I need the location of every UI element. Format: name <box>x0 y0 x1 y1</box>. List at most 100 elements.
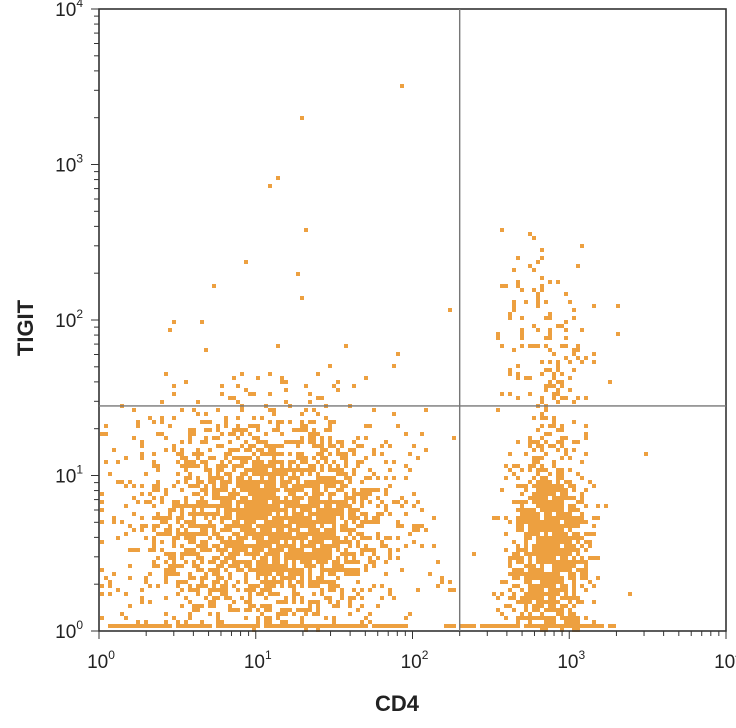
event-point <box>212 604 216 608</box>
event-point <box>312 428 316 432</box>
event-point <box>180 456 184 460</box>
event-point <box>532 608 536 612</box>
event-point <box>164 572 168 576</box>
event-point <box>552 620 556 624</box>
event-point <box>304 456 308 460</box>
event-point <box>264 444 268 448</box>
event-point <box>584 572 588 576</box>
event-point <box>148 600 152 604</box>
event-point <box>264 524 268 528</box>
event-point <box>156 584 160 588</box>
event-point <box>556 440 560 444</box>
event-point <box>264 568 268 572</box>
event-point <box>572 420 576 424</box>
event-point <box>100 520 104 524</box>
event-point <box>312 488 316 492</box>
event-point <box>284 624 288 628</box>
event-point <box>520 548 524 552</box>
event-point <box>352 552 356 556</box>
event-point <box>368 560 372 564</box>
event-point <box>328 552 332 556</box>
event-point <box>324 616 328 620</box>
event-point <box>244 516 248 520</box>
event-point <box>228 460 232 464</box>
event-point <box>200 548 204 552</box>
event-point <box>268 488 272 492</box>
event-point <box>252 452 256 456</box>
event-point <box>316 412 320 416</box>
event-point <box>556 576 560 580</box>
event-point <box>276 572 280 576</box>
event-point <box>276 524 280 528</box>
event-point <box>292 612 296 616</box>
event-point <box>544 528 548 532</box>
event-point <box>612 624 616 628</box>
event-point <box>260 580 264 584</box>
event-point <box>152 460 156 464</box>
event-point <box>572 612 576 616</box>
event-point <box>176 500 180 504</box>
event-point <box>548 536 552 540</box>
event-point <box>360 548 364 552</box>
event-point <box>196 504 200 508</box>
event-point <box>544 516 548 520</box>
event-point <box>284 564 288 568</box>
event-point <box>548 512 552 516</box>
event-point <box>264 604 268 608</box>
event-point <box>272 468 276 472</box>
event-point <box>592 352 596 356</box>
event-point <box>536 572 540 576</box>
event-point <box>252 624 256 628</box>
event-point <box>512 304 516 308</box>
event-point <box>524 500 528 504</box>
event-point <box>548 524 552 528</box>
event-point <box>192 624 196 628</box>
event-point <box>248 528 252 532</box>
event-point <box>344 556 348 560</box>
event-point <box>252 500 256 504</box>
event-point <box>212 504 216 508</box>
event-point <box>308 472 312 476</box>
event-point <box>540 468 544 472</box>
event-point <box>356 460 360 464</box>
event-point <box>280 508 284 512</box>
event-point <box>248 524 252 528</box>
event-point <box>552 352 556 356</box>
event-point <box>224 568 228 572</box>
event-point <box>208 420 212 424</box>
event-point <box>544 520 548 524</box>
event-point <box>584 488 588 492</box>
event-point <box>528 440 532 444</box>
event-point <box>292 556 296 560</box>
event-point <box>540 276 544 280</box>
event-point <box>544 524 548 528</box>
event-point <box>300 456 304 460</box>
event-point <box>272 592 276 596</box>
event-point <box>324 480 328 484</box>
event-point <box>300 508 304 512</box>
event-point <box>332 604 336 608</box>
event-point <box>296 440 300 444</box>
event-point <box>168 524 172 528</box>
event-point <box>180 580 184 584</box>
event-point <box>220 520 224 524</box>
event-point <box>528 464 532 468</box>
event-point <box>564 488 568 492</box>
event-point <box>308 516 312 520</box>
event-point <box>536 604 540 608</box>
event-point <box>172 536 176 540</box>
event-point <box>104 576 108 580</box>
event-point <box>528 620 532 624</box>
event-point <box>304 564 308 568</box>
event-point <box>568 596 572 600</box>
event-point <box>260 472 264 476</box>
event-point <box>324 544 328 548</box>
event-point <box>564 516 568 520</box>
event-point <box>472 552 476 556</box>
event-point <box>408 532 412 536</box>
event-point <box>268 552 272 556</box>
event-point <box>228 608 232 612</box>
event-point <box>564 548 568 552</box>
event-point <box>276 444 280 448</box>
event-point <box>360 488 364 492</box>
